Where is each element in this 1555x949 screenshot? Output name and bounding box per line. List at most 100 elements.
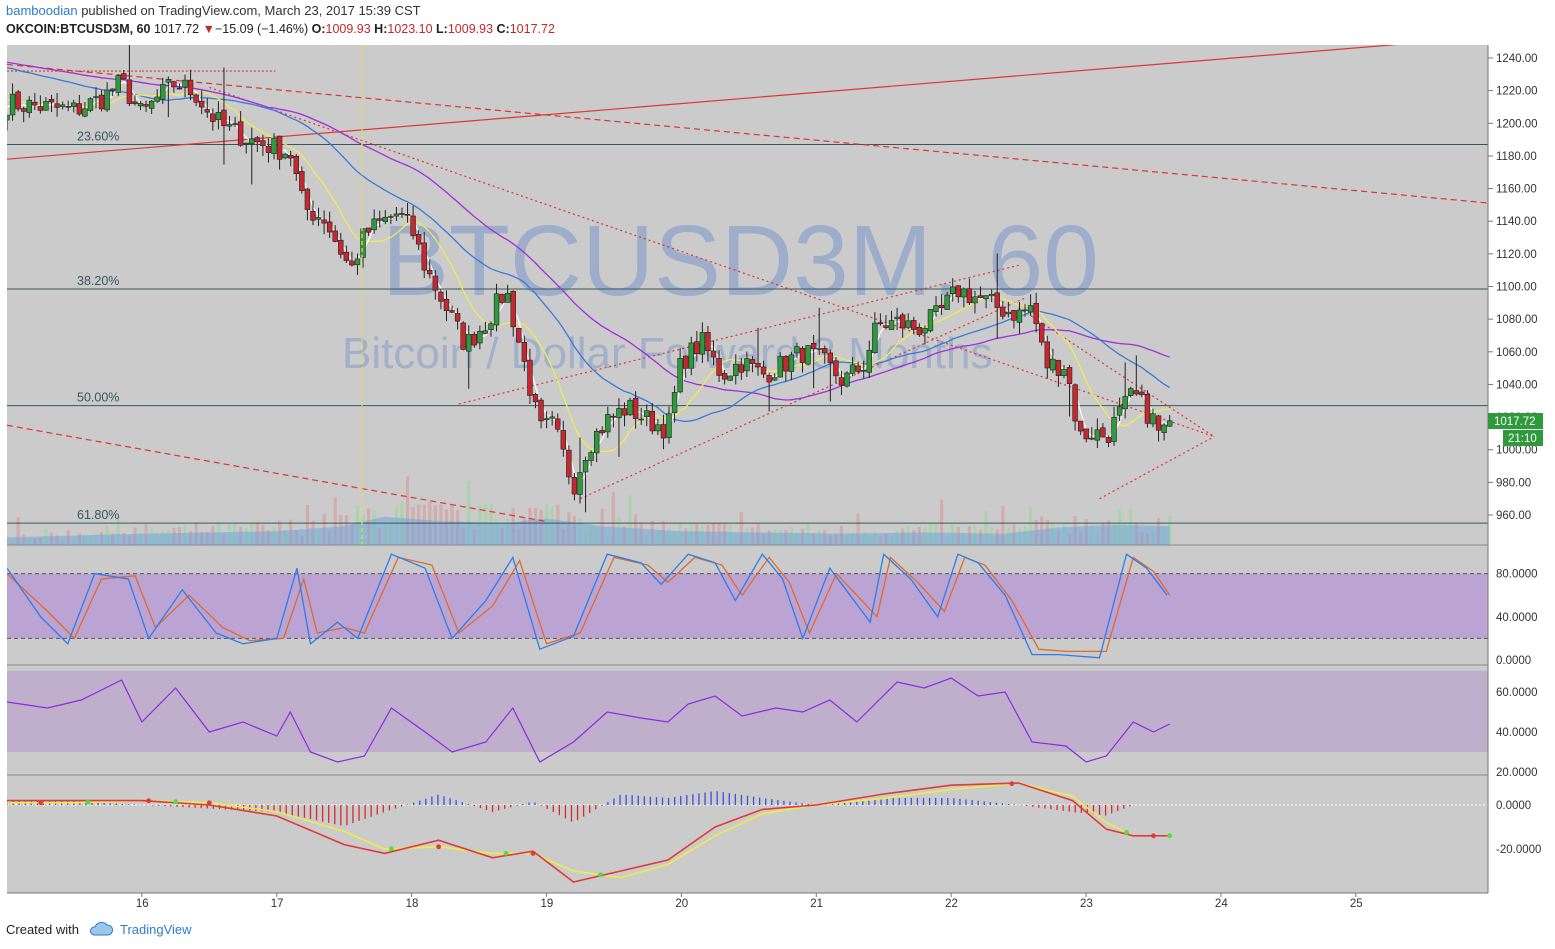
falling-trend-line bbox=[7, 424, 547, 523]
candle bbox=[938, 294, 945, 315]
candle-body bbox=[966, 288, 973, 304]
price-tick-label: 1060.00 bbox=[1496, 347, 1538, 359]
candle bbox=[282, 153, 288, 160]
candle-body bbox=[187, 79, 194, 96]
volume-bar bbox=[1084, 519, 1088, 545]
candle-body bbox=[321, 219, 327, 224]
volume-bar bbox=[611, 491, 615, 545]
candle bbox=[160, 77, 166, 105]
candle bbox=[338, 232, 344, 259]
volume-bar bbox=[444, 509, 449, 545]
candle-body bbox=[482, 330, 489, 334]
volume-ma-area bbox=[7, 516, 1170, 545]
candle-body bbox=[855, 365, 861, 372]
candle-body bbox=[488, 323, 494, 331]
volume-bar bbox=[695, 523, 699, 545]
volume-bar bbox=[767, 530, 771, 545]
candle-body bbox=[694, 341, 700, 355]
volume-bar bbox=[850, 532, 855, 545]
time-tick-label: 19 bbox=[541, 898, 554, 910]
candle-body bbox=[160, 84, 166, 100]
candle-body bbox=[838, 377, 845, 386]
candle bbox=[304, 187, 311, 221]
candle bbox=[165, 76, 172, 118]
volume-bar bbox=[38, 537, 42, 545]
volume-bar bbox=[422, 504, 426, 545]
macd-cross-marker bbox=[389, 846, 394, 852]
volume-bar bbox=[717, 522, 721, 545]
candle-body bbox=[15, 91, 21, 110]
volume-bar bbox=[756, 523, 760, 545]
candle bbox=[610, 413, 617, 428]
candle-body bbox=[1150, 413, 1156, 425]
candle-body bbox=[660, 424, 667, 439]
volume-bar bbox=[784, 530, 788, 545]
candle-body bbox=[566, 449, 572, 478]
candle-body bbox=[977, 295, 984, 299]
candle bbox=[82, 101, 88, 118]
volume-bar bbox=[7, 540, 9, 545]
trend-lines bbox=[7, 45, 1488, 523]
volume-bar bbox=[995, 529, 999, 545]
candle bbox=[421, 231, 427, 279]
candle-body bbox=[432, 275, 439, 291]
volume-bar bbox=[845, 532, 849, 545]
volume-bar bbox=[211, 526, 215, 545]
candle bbox=[721, 369, 728, 385]
candle-body bbox=[710, 350, 717, 358]
candle bbox=[488, 321, 494, 337]
channel-trend-line bbox=[458, 264, 1019, 405]
tradingview-link[interactable]: TradingView bbox=[120, 922, 192, 937]
candle bbox=[471, 331, 477, 348]
candle bbox=[577, 437, 583, 504]
volume-bar bbox=[689, 522, 693, 545]
candle-body bbox=[588, 452, 594, 461]
candle bbox=[950, 278, 956, 302]
volume-bar bbox=[567, 512, 571, 545]
last-price: 1017.72 bbox=[153, 22, 200, 36]
author-link[interactable]: bamboodian bbox=[6, 3, 78, 18]
candle bbox=[677, 348, 683, 394]
candle-body bbox=[427, 269, 433, 275]
volume-bar bbox=[745, 528, 749, 545]
candle-body bbox=[54, 103, 60, 108]
volume-bar bbox=[778, 529, 782, 545]
candle-body bbox=[794, 346, 800, 354]
volume-bars bbox=[7, 476, 1172, 545]
candle bbox=[466, 325, 472, 389]
candle bbox=[1005, 301, 1012, 318]
macd-cross-marker bbox=[173, 799, 179, 805]
candle bbox=[399, 207, 405, 219]
candle-body bbox=[176, 87, 183, 90]
candle-body bbox=[961, 288, 967, 298]
open-label: O: bbox=[311, 22, 326, 36]
candle bbox=[538, 397, 544, 429]
candle-body bbox=[1033, 302, 1039, 324]
symbol-label[interactable]: OKCOIN:BTCUSD3M, 60 bbox=[6, 22, 151, 36]
macd-cross-marker bbox=[1167, 833, 1173, 839]
candle bbox=[560, 420, 567, 457]
candle-body bbox=[165, 79, 172, 83]
volume-bar bbox=[1090, 526, 1094, 545]
volume-bar bbox=[728, 524, 732, 545]
candle bbox=[410, 205, 416, 240]
candle-body bbox=[1005, 311, 1012, 315]
stoch-tick-label: 0.0000 bbox=[1496, 655, 1531, 667]
volume-bar bbox=[411, 507, 415, 545]
candle bbox=[1044, 335, 1050, 379]
volume-bar bbox=[94, 535, 98, 545]
candle bbox=[7, 114, 10, 131]
candle-body bbox=[744, 358, 750, 372]
volume-bar bbox=[133, 527, 137, 545]
volume-bar bbox=[578, 518, 582, 545]
volume-bar bbox=[77, 533, 81, 545]
watermark-description: Bitcoin / Dollar Forward 3 Months bbox=[342, 329, 992, 378]
volume-bar bbox=[122, 533, 126, 545]
candle-body bbox=[705, 331, 711, 351]
candle-body bbox=[805, 345, 811, 365]
volume-bar bbox=[350, 524, 354, 545]
volume-bar bbox=[639, 522, 643, 545]
candle bbox=[1089, 427, 1095, 441]
candle bbox=[187, 69, 194, 101]
